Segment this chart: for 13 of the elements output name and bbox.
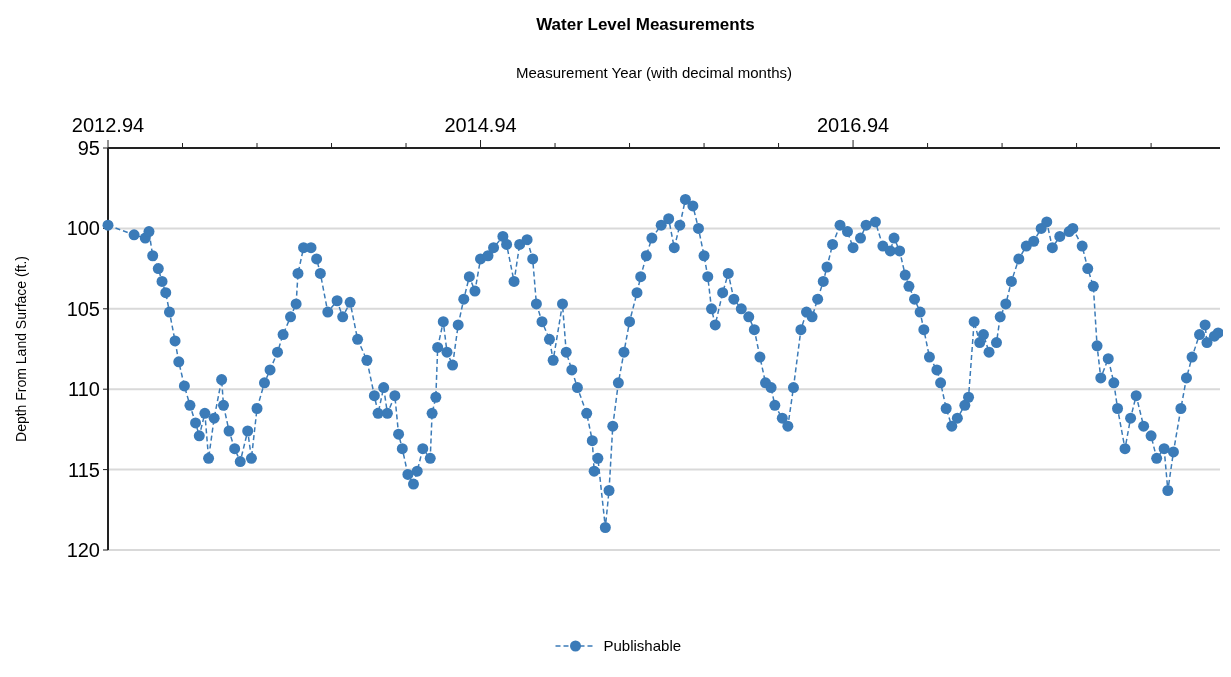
x-tick-label: 2014.94 [444,114,517,136]
y-tick-label: 110 [68,378,100,401]
y-tick-label: 105 [66,297,100,320]
x-tick-label: 2016.94 [816,114,890,136]
x-tick-label: 2012.94 [71,114,145,136]
y-tick-label: 115 [68,458,100,481]
y-tick-label: 100 [66,217,100,240]
chart-title: Water Level Measurements [536,15,755,34]
y-tick-label: 95 [77,137,100,159]
y-axis-title: Depth From Land Surface (ft.) [13,256,29,442]
y-tick-label: 120 [66,539,100,561]
legend-label: Publishable [603,637,682,654]
x-axis-title: Measurement Year (with decimal months) [516,64,792,81]
